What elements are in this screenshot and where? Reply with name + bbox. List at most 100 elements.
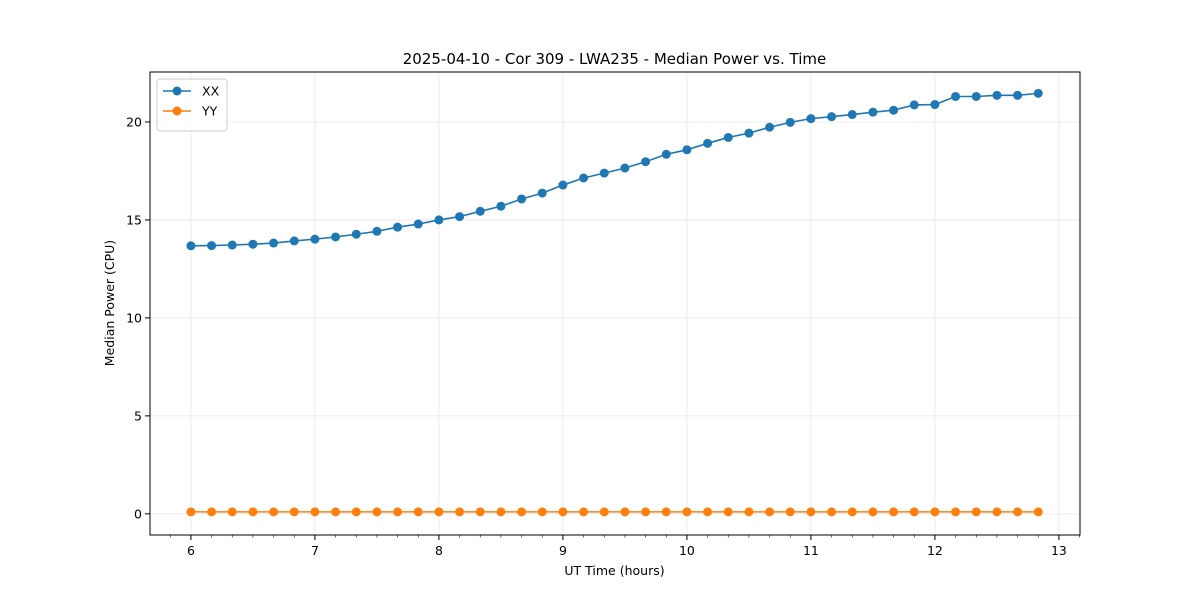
data-point-yy	[599, 507, 609, 517]
series-line-xx	[190, 92, 1039, 247]
data-point-xx	[289, 236, 299, 246]
data-point-xx	[455, 212, 465, 222]
data-point-xx	[517, 194, 527, 204]
data-point-yy	[661, 507, 671, 517]
x-tick-label: 10	[679, 543, 695, 558]
data-point-xx	[579, 173, 589, 183]
data-point-xx	[393, 222, 403, 232]
series-layer	[186, 88, 1043, 517]
y-tick-label: 5	[134, 408, 142, 423]
data-point-yy	[455, 507, 465, 517]
data-point-xx	[930, 100, 940, 110]
x-tick-label: 13	[1051, 543, 1067, 558]
data-point-yy	[785, 507, 795, 517]
data-point-xx	[765, 122, 775, 132]
data-point-xx	[951, 91, 961, 101]
data-point-xx	[599, 168, 609, 178]
data-point-xx	[620, 163, 630, 173]
data-point-xx	[186, 241, 196, 251]
data-point-xx	[661, 149, 671, 159]
x-axis-label: UT Time (hours)	[564, 563, 664, 578]
x-tick-label: 9	[559, 543, 567, 558]
data-point-yy	[889, 507, 899, 517]
x-tick-label: 11	[803, 543, 819, 558]
data-point-yy	[207, 507, 217, 517]
data-point-yy	[765, 507, 775, 517]
data-point-xx	[785, 117, 795, 127]
data-point-yy	[248, 507, 258, 517]
data-point-xx	[703, 138, 713, 148]
data-point-yy	[227, 507, 237, 517]
data-point-yy	[951, 507, 961, 517]
axis-ticks: 6 7 8 9 10 11 12 13 0 5 10 15 20	[126, 114, 1080, 558]
data-point-yy	[620, 507, 630, 517]
data-point-yy	[372, 507, 382, 517]
data-point-yy	[909, 507, 919, 517]
data-point-yy	[351, 507, 361, 517]
data-point-xx	[475, 206, 485, 216]
data-point-xx	[909, 100, 919, 110]
y-tick-label: 10	[126, 310, 142, 325]
data-point-yy	[186, 507, 196, 517]
data-point-yy	[682, 507, 692, 517]
data-point-yy	[496, 507, 506, 517]
data-point-xx	[310, 234, 320, 244]
x-tick-label: 8	[435, 543, 443, 558]
y-tick-label: 15	[126, 212, 142, 227]
data-point-yy	[971, 507, 981, 517]
data-point-xx	[227, 240, 237, 250]
data-point-xx	[351, 229, 361, 239]
data-point-xx	[413, 219, 423, 229]
data-point-xx	[331, 232, 341, 242]
data-point-xx	[992, 90, 1002, 100]
y-tick-label: 0	[134, 506, 142, 521]
data-point-yy	[269, 507, 279, 517]
data-point-yy	[558, 507, 568, 517]
data-point-yy	[475, 507, 485, 517]
chart-title: 2025-04-10 - Cor 309 - LWA235 - Median P…	[403, 50, 827, 68]
data-point-yy	[723, 507, 733, 517]
data-point-yy	[703, 507, 713, 517]
data-point-yy	[868, 507, 878, 517]
data-point-yy	[1013, 507, 1023, 517]
data-point-xx	[537, 188, 547, 198]
data-point-yy	[641, 507, 651, 517]
data-point-yy	[847, 507, 857, 517]
data-point-yy	[517, 507, 527, 517]
data-point-xx	[372, 226, 382, 236]
x-tick-label: 7	[311, 543, 319, 558]
data-point-yy	[413, 507, 423, 517]
data-point-yy	[310, 507, 320, 517]
data-point-xx	[434, 215, 444, 225]
y-tick-label: 20	[126, 114, 142, 129]
data-point-yy	[579, 507, 589, 517]
data-point-xx	[1033, 88, 1043, 98]
data-point-yy	[992, 507, 1002, 517]
grid	[150, 72, 1080, 535]
data-point-yy	[289, 507, 299, 517]
legend-marker-xx	[172, 86, 182, 96]
data-point-yy	[744, 507, 754, 517]
data-point-xx	[248, 239, 258, 249]
data-point-xx	[889, 105, 899, 115]
data-point-yy	[1033, 507, 1043, 517]
data-point-xx	[207, 241, 217, 251]
data-point-xx	[558, 180, 568, 190]
series-yy	[186, 507, 1043, 517]
data-point-xx	[868, 107, 878, 117]
legend-label-xx: XX	[202, 84, 220, 99]
x-tick-label: 12	[927, 543, 943, 558]
y-axis-label: Median Power (CPU)	[102, 240, 117, 366]
data-point-xx	[496, 201, 506, 211]
data-point-xx	[682, 145, 692, 155]
data-point-xx	[1013, 90, 1023, 100]
data-point-yy	[930, 507, 940, 517]
data-point-yy	[537, 507, 547, 517]
data-point-yy	[393, 507, 403, 517]
data-point-xx	[723, 132, 733, 142]
data-point-yy	[331, 507, 341, 517]
data-point-xx	[744, 128, 754, 138]
plot-frame	[149, 71, 1081, 536]
x-tick-label: 6	[187, 543, 195, 558]
